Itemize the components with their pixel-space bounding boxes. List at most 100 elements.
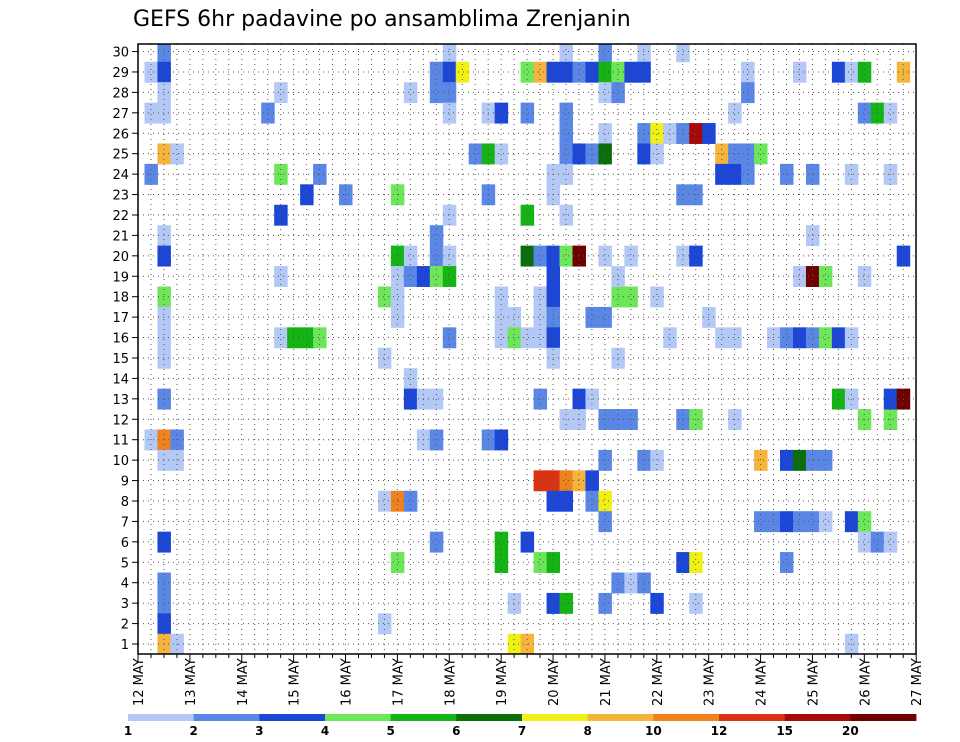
heatmap-cell xyxy=(403,82,418,104)
heatmap-cell xyxy=(313,327,327,349)
heatmap-cell xyxy=(857,102,872,124)
heatmap-cell xyxy=(818,327,833,349)
y-tick-label: 10 xyxy=(112,454,129,469)
heatmap-cell xyxy=(857,61,872,83)
y-tick-label: 9 xyxy=(121,475,129,490)
heatmap-cell xyxy=(157,306,171,328)
colorbar-swatch xyxy=(522,714,589,721)
heatmap-cell xyxy=(637,123,651,144)
y-tick-label: 28 xyxy=(112,86,129,101)
heatmap-cell xyxy=(598,449,612,471)
heatmap-cell xyxy=(442,102,457,124)
heatmap-cell xyxy=(455,61,470,83)
heatmap-cell xyxy=(157,102,171,124)
heatmap-cell xyxy=(676,552,690,573)
heatmap-cell xyxy=(157,143,171,165)
heatmap-cell xyxy=(637,61,651,83)
y-tick-label: 17 xyxy=(112,311,129,326)
y-tick-label: 6 xyxy=(121,536,129,551)
heatmap-cell xyxy=(780,327,794,349)
heatmap-cell xyxy=(805,449,820,471)
heatmap-cell xyxy=(429,82,444,104)
heatmap-cell xyxy=(559,470,573,492)
heatmap-cell xyxy=(520,204,535,226)
heatmap-cell xyxy=(442,204,457,226)
y-tick-label: 15 xyxy=(112,352,129,367)
y-tick-label: 19 xyxy=(112,270,129,285)
heatmap-cell xyxy=(403,266,418,287)
heatmap-cell xyxy=(754,511,768,533)
heatmap-cell xyxy=(533,61,548,83)
heatmap-cell xyxy=(844,327,859,349)
colorbar-label: 2 xyxy=(189,724,197,738)
heatmap-cell xyxy=(403,490,418,512)
heatmap-cell xyxy=(883,102,898,124)
x-date-label: 23 MAY xyxy=(703,658,718,706)
y-tick-label: 8 xyxy=(121,495,129,510)
heatmap-cell xyxy=(507,327,522,349)
heatmap-cell xyxy=(274,266,288,287)
heatmap-cell xyxy=(442,245,457,267)
colorbar-label: 12 xyxy=(711,724,728,738)
heatmap-cell xyxy=(533,306,548,328)
heatmap-cell xyxy=(792,449,807,471)
heatmap-cell xyxy=(274,204,288,226)
heatmap-cell xyxy=(792,61,807,83)
heatmap-cell xyxy=(157,572,171,594)
y-tick-label: 27 xyxy=(112,107,129,122)
heatmap-cell xyxy=(494,531,509,553)
heatmap-cell xyxy=(157,245,171,267)
heatmap-cell xyxy=(780,552,794,573)
heatmap-cell xyxy=(144,102,158,124)
x-date-label: 26 MAY xyxy=(858,658,873,706)
colorbar-label: 5 xyxy=(386,724,394,738)
colorbar-swatch xyxy=(719,714,786,721)
heatmap-cell xyxy=(844,61,859,83)
heatmap-cell xyxy=(468,143,483,165)
heatmap-cell xyxy=(805,266,820,287)
heatmap-cell xyxy=(559,123,573,144)
heatmap-cell xyxy=(494,143,509,165)
heatmap-cell xyxy=(533,245,548,267)
heatmap-cell xyxy=(792,511,807,533)
heatmap-cell xyxy=(572,470,586,492)
heatmap-cell xyxy=(157,225,171,247)
heatmap-cell xyxy=(520,102,535,124)
heatmap-cell xyxy=(805,225,820,247)
colorbar-swatch xyxy=(587,714,654,721)
heatmap-cell xyxy=(533,552,548,573)
heatmap-cell xyxy=(170,449,184,471)
y-tick-label: 3 xyxy=(121,597,129,612)
heatmap-cell xyxy=(598,245,612,267)
colorbar-swatch xyxy=(456,714,523,721)
heatmap-cell xyxy=(650,143,664,165)
colorbar-swatch xyxy=(653,714,720,721)
heatmap-cell xyxy=(585,490,599,512)
heatmap-cell xyxy=(598,123,612,144)
y-tick-label: 16 xyxy=(112,332,129,347)
heatmap-cell xyxy=(624,245,638,267)
heatmap-cell xyxy=(715,143,729,165)
colorbar-label: 10 xyxy=(645,724,662,738)
heatmap-cell xyxy=(650,286,664,308)
y-tick-label: 1 xyxy=(121,638,129,653)
heatmap-cell xyxy=(650,449,664,471)
heatmap-cell xyxy=(624,572,638,594)
heatmap-cell xyxy=(857,511,872,533)
heatmap-cell xyxy=(429,266,444,287)
y-tick-label: 12 xyxy=(112,413,129,428)
heatmap-cell xyxy=(429,531,444,553)
heatmap-cell xyxy=(377,347,392,369)
y-tick-label: 29 xyxy=(112,66,129,81)
heatmap-cell xyxy=(598,490,612,512)
heatmap-cell xyxy=(390,552,405,573)
y-tick-label: 20 xyxy=(112,250,129,265)
colorbar: 1 2 3 4 5 6 7 8 10 12 15 20 xyxy=(124,714,917,738)
x-date-label: 16 MAY xyxy=(340,658,355,706)
grid-layer xyxy=(137,44,916,654)
chart-title: GEFS 6hr padavine po ansamblima Zrenjani… xyxy=(133,7,631,32)
heatmap-cell xyxy=(663,123,677,144)
heatmap-cell xyxy=(157,531,171,553)
heatmap-cell xyxy=(637,572,651,594)
